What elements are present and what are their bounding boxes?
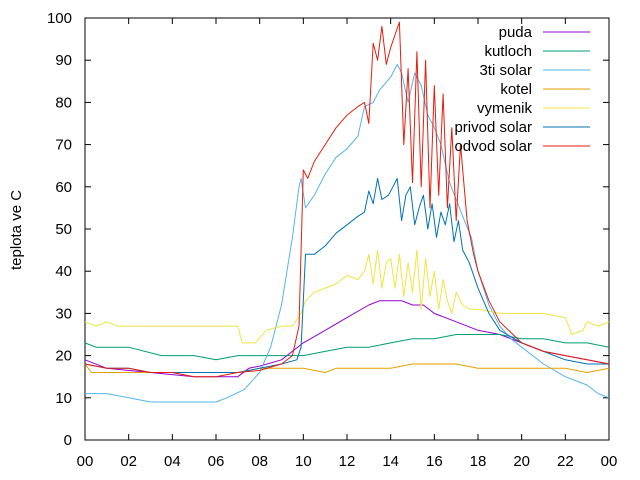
y-tick-label: 80 (55, 94, 72, 111)
series-line-4 (84, 249, 610, 344)
y-tick-label: 90 (55, 52, 72, 69)
legend-label: 3ti solar (479, 62, 532, 79)
x-tick-label: 22 (557, 453, 574, 470)
x-tick-label: 00 (77, 453, 94, 470)
x-tick-label: 10 (295, 453, 312, 470)
legend-label: privod solar (454, 119, 532, 136)
x-tick-label: 00 (601, 453, 618, 470)
y-tick-label: 50 (55, 221, 72, 238)
series-line-1 (84, 334, 610, 361)
x-tick-label: 08 (251, 453, 268, 470)
x-tick-label: 18 (470, 453, 487, 470)
y-tick-label: 30 (55, 305, 72, 322)
series-lines (84, 21, 610, 403)
y-tick-label: 10 (55, 390, 72, 407)
y-tick-label: 0 (64, 432, 72, 449)
legend-label: vymenik (477, 100, 533, 117)
x-tick-label: 04 (164, 453, 181, 470)
legend-label: kotel (500, 81, 532, 98)
y-tick-label: 70 (55, 137, 72, 154)
y-tick-label: 60 (55, 179, 72, 196)
x-tick-label: 12 (339, 453, 356, 470)
y-tick-label: 20 (55, 348, 72, 365)
series-line-3 (84, 363, 610, 373)
x-tick-label: 20 (513, 453, 530, 470)
legend-label: puda (499, 24, 533, 41)
x-axis: 00 02 04 06 08 10 12 14 16 18 20 22 00 (77, 18, 618, 470)
y-tick-label: 40 (55, 263, 72, 280)
x-tick-label: 06 (208, 453, 225, 470)
y-axis: 0 10 20 30 40 50 60 70 80 90 100 (47, 10, 609, 449)
x-tick-label: 02 (120, 453, 137, 470)
legend: puda kutloch 3ti solar kotel vymenik privod s… (454, 24, 590, 155)
y-axis-label: teplota ve C (8, 190, 25, 270)
x-tick-label: 16 (426, 453, 443, 470)
series-line-6 (84, 21, 610, 378)
x-tick-label: 14 (382, 453, 399, 470)
legend-label: odvod solar (454, 138, 532, 155)
y-tick-label: 100 (47, 10, 72, 27)
legend-label: kutloch (484, 43, 532, 60)
